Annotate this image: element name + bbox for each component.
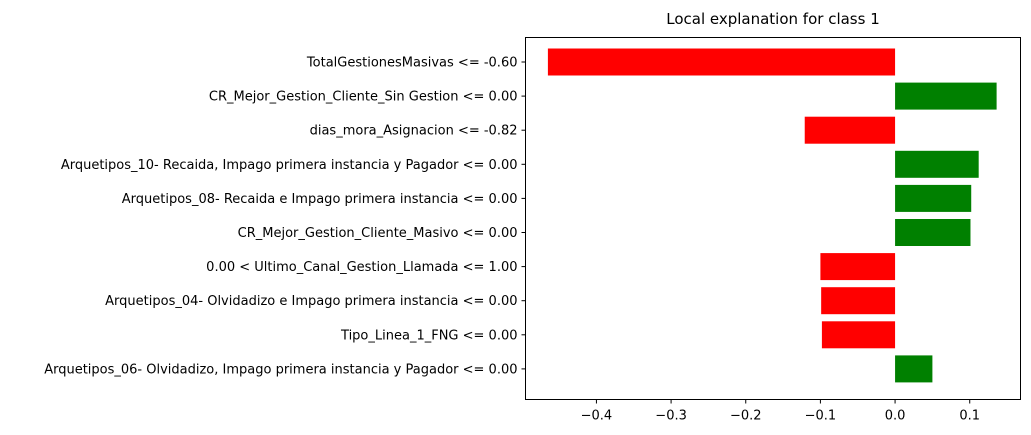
bar-5 [895,219,971,246]
bars-group [547,48,997,383]
x-tick-label-2: −0.2 [730,409,762,424]
y-tick-label-3: Arquetipos_10- Recaida, Impago primera i… [61,158,518,173]
y-tick-label-4: Arquetipos_08- Recaida e Impago primera … [122,192,518,207]
bar-7 [821,287,896,315]
y-tick-label-0: TotalGestionesMasivas <= -0.60 [306,56,518,71]
bar-3 [895,150,979,178]
x-tick-label-5: 0.1 [959,409,980,424]
chart-title: Local explanation for class 1 [666,10,880,28]
y-tick-label-8: Tipo_Linea_1_FNG <= 0.00 [340,328,517,343]
bar-1 [895,82,997,110]
bar-6 [820,253,896,281]
bar-9 [895,355,933,383]
y-tick-label-7: Arquetipos_04- Olvidadizo e Impago prime… [105,294,517,309]
x-tick-label-3: −0.1 [805,409,837,424]
y-tick-label-5: CR_Mejor_Gestion_Cliente_Masivo <= 0.00 [238,226,518,241]
x-tick-label-0: −0.4 [581,409,613,424]
x-tick-label-1: −0.3 [655,409,687,424]
plot-frame [525,37,1021,400]
y-tick-labels: TotalGestionesMasivas <= -0.60 CR_Mejor_G… [44,56,526,377]
y-tick-label-1: CR_Mejor_Gestion_Cliente_Sin Gestion <= … [209,90,518,105]
bar-0 [547,48,896,76]
bar-2 [804,116,896,144]
y-tick-label-9: Arquetipos_06- Olvidadizo, Impago primer… [44,362,517,377]
x-axis: −0.4 −0.3 −0.2 −0.1 0.0 0.1 [581,399,980,424]
y-tick-label-6: 0.00 < Ultimo_Canal_Gestion_Llamada <= 1… [206,260,517,275]
y-tick-label-2: dias_mora_Asignacion <= -0.82 [310,124,518,139]
x-tick-label-4: 0.0 [885,409,906,424]
bar-8 [821,321,896,349]
bar-4 [895,184,972,212]
